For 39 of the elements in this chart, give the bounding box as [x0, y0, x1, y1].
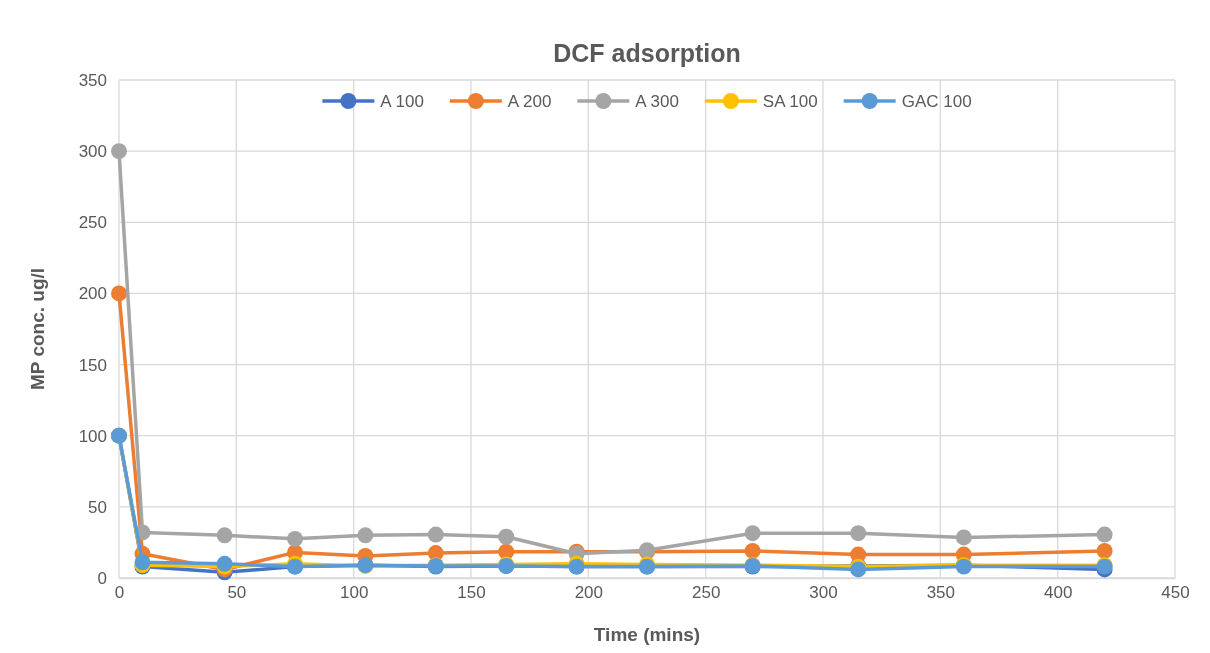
y-tick-label: 50	[88, 497, 107, 517]
x-tick-label: 350	[926, 583, 956, 603]
point	[1096, 526, 1113, 543]
x-tick-label: 100	[339, 583, 369, 603]
chart-title: DCF adsorption	[553, 39, 741, 67]
y-tick-label: 250	[78, 213, 107, 233]
legend-label: A 200	[507, 92, 552, 111]
x-tick-label: 450	[1161, 583, 1190, 603]
point	[1096, 543, 1113, 559]
point	[744, 543, 761, 559]
legend-label: A 100	[380, 92, 424, 111]
point	[111, 143, 127, 160]
legend-label: A 300	[635, 92, 679, 111]
y-axis-title: MP conc. ug/l	[27, 267, 48, 391]
x-tick-label: 300	[809, 583, 838, 603]
x-axis-title: Time (mins)	[593, 624, 701, 645]
point	[498, 528, 515, 545]
x-tick-label: 250	[691, 583, 721, 603]
y-tick-label: 300	[78, 142, 107, 162]
y-tick-label: 150	[78, 355, 107, 375]
y-tick-label: 350	[78, 70, 107, 90]
point	[216, 527, 233, 544]
point	[744, 525, 761, 542]
point	[287, 530, 303, 547]
x-tick-label: 0	[114, 583, 125, 603]
point	[111, 285, 127, 302]
legend-label: GAC 100	[901, 92, 972, 111]
point	[357, 527, 374, 544]
y-tick-label: 100	[78, 426, 107, 446]
x-tick-label: 150	[457, 583, 486, 603]
x-tick-label: 50	[227, 583, 247, 603]
x-tick-label: 400	[1043, 583, 1073, 603]
x-tick-label: 200	[574, 583, 604, 603]
point	[955, 529, 972, 546]
y-tick-label: 0	[97, 568, 107, 588]
point	[427, 526, 444, 543]
y-tick-label: 200	[78, 284, 107, 304]
point	[850, 525, 867, 542]
legend-label: SA 100	[762, 92, 818, 111]
